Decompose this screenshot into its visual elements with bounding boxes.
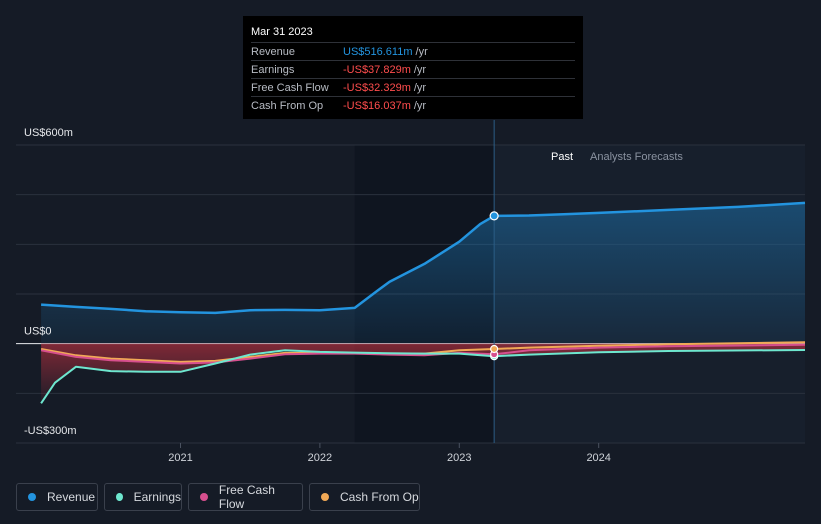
tooltip-date: Mar 31 2023 xyxy=(251,26,313,38)
tooltip-row-revenue: Revenue US$516.611m /yr xyxy=(251,42,575,60)
tooltip-label: Cash From Op xyxy=(251,99,324,112)
tooltip-label: Free Cash Flow xyxy=(251,81,329,94)
legend-item-free-cash-flow[interactable]: Free Cash Flow xyxy=(188,483,303,511)
x-tick-label: 2024 xyxy=(586,452,610,464)
x-tick-label: 2022 xyxy=(308,452,332,464)
x-tick-label: 2021 xyxy=(168,452,192,464)
legend-label: Cash From Op xyxy=(340,490,419,504)
forecast-label: Analysts Forecasts xyxy=(590,151,683,163)
earnings-line xyxy=(40,349,806,404)
free-cash-flow-dot-icon xyxy=(200,493,208,501)
legend-item-revenue[interactable]: Revenue xyxy=(16,483,98,511)
tooltip-label: Revenue xyxy=(251,45,296,58)
legend-label: Earnings xyxy=(133,490,181,504)
tooltip-unit: /yr xyxy=(413,99,427,112)
series-lines xyxy=(40,201,806,404)
x-tick-label: 2023 xyxy=(447,452,471,464)
cash-from-op-dot-icon xyxy=(321,493,329,501)
revenue-marker xyxy=(489,211,499,221)
tooltip-label: Earnings xyxy=(251,63,295,76)
revenue-line xyxy=(41,201,806,315)
tooltip-unit: /yr xyxy=(415,45,428,58)
cash-from-op-marker xyxy=(490,344,499,354)
legend-item-earnings[interactable]: Earnings xyxy=(104,483,182,511)
tooltip-row-cash-from-op: Cash From Op -US$16.037m /yr xyxy=(251,96,575,114)
legend-label: Revenue xyxy=(47,490,96,504)
legend-item-cash-from-op[interactable]: Cash From Op xyxy=(309,483,420,511)
selected-point-markers xyxy=(489,211,499,361)
past-label: Past xyxy=(551,151,573,163)
tooltip-unit: /yr xyxy=(413,81,427,94)
tooltip-row-earnings: Earnings -US$37.829m /yr xyxy=(251,60,575,78)
revenue-area xyxy=(41,202,806,344)
tooltip-value: -US$16.037m xyxy=(343,99,411,112)
tooltip-value: -US$37.829m xyxy=(343,63,411,76)
x-axis-ticks: 2021 2022 2023 2024 xyxy=(168,443,611,464)
y-tick-label: US$0 xyxy=(24,326,52,338)
tooltip: Mar 31 2023 Revenue US$516.611m /yr Earn… xyxy=(243,16,583,119)
earnings-dot-icon xyxy=(116,493,123,501)
revenue-dot-icon xyxy=(28,493,36,501)
tooltip-unit: /yr xyxy=(413,63,427,76)
y-tick-label: -US$300m xyxy=(24,425,77,437)
y-tick-label: US$600m xyxy=(24,127,73,139)
y-axis-ticks: US$600m US$0 -US$300m xyxy=(24,127,77,437)
tooltip-value: US$516.611m xyxy=(343,45,413,58)
legend-label: Free Cash Flow xyxy=(218,483,275,511)
tooltip-value: -US$32.329m xyxy=(343,81,411,94)
tooltip-row-free-cash-flow: Free Cash Flow -US$32.329m /yr xyxy=(251,78,575,96)
free-cash-flow-line xyxy=(40,343,806,365)
